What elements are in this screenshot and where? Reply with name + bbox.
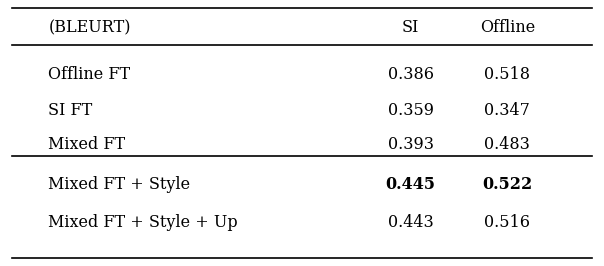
Text: 0.443: 0.443 (388, 214, 434, 231)
Text: 0.483: 0.483 (484, 136, 530, 153)
Text: Offline FT: Offline FT (48, 66, 130, 83)
Text: (BLEURT): (BLEURT) (48, 19, 131, 36)
Text: Mixed FT + Style + Up: Mixed FT + Style + Up (48, 214, 238, 231)
Text: 0.359: 0.359 (388, 102, 434, 119)
Text: 0.445: 0.445 (386, 176, 435, 193)
Text: Mixed FT + Style: Mixed FT + Style (48, 176, 190, 193)
Text: Offline: Offline (480, 19, 535, 36)
Text: 0.386: 0.386 (388, 66, 434, 83)
Text: 0.393: 0.393 (388, 136, 434, 153)
Text: 0.347: 0.347 (484, 102, 530, 119)
Text: 0.522: 0.522 (482, 176, 533, 193)
Text: 0.516: 0.516 (484, 214, 530, 231)
Text: SI: SI (402, 19, 419, 36)
Text: SI FT: SI FT (48, 102, 92, 119)
Text: Mixed FT: Mixed FT (48, 136, 126, 153)
Text: 0.518: 0.518 (484, 66, 530, 83)
